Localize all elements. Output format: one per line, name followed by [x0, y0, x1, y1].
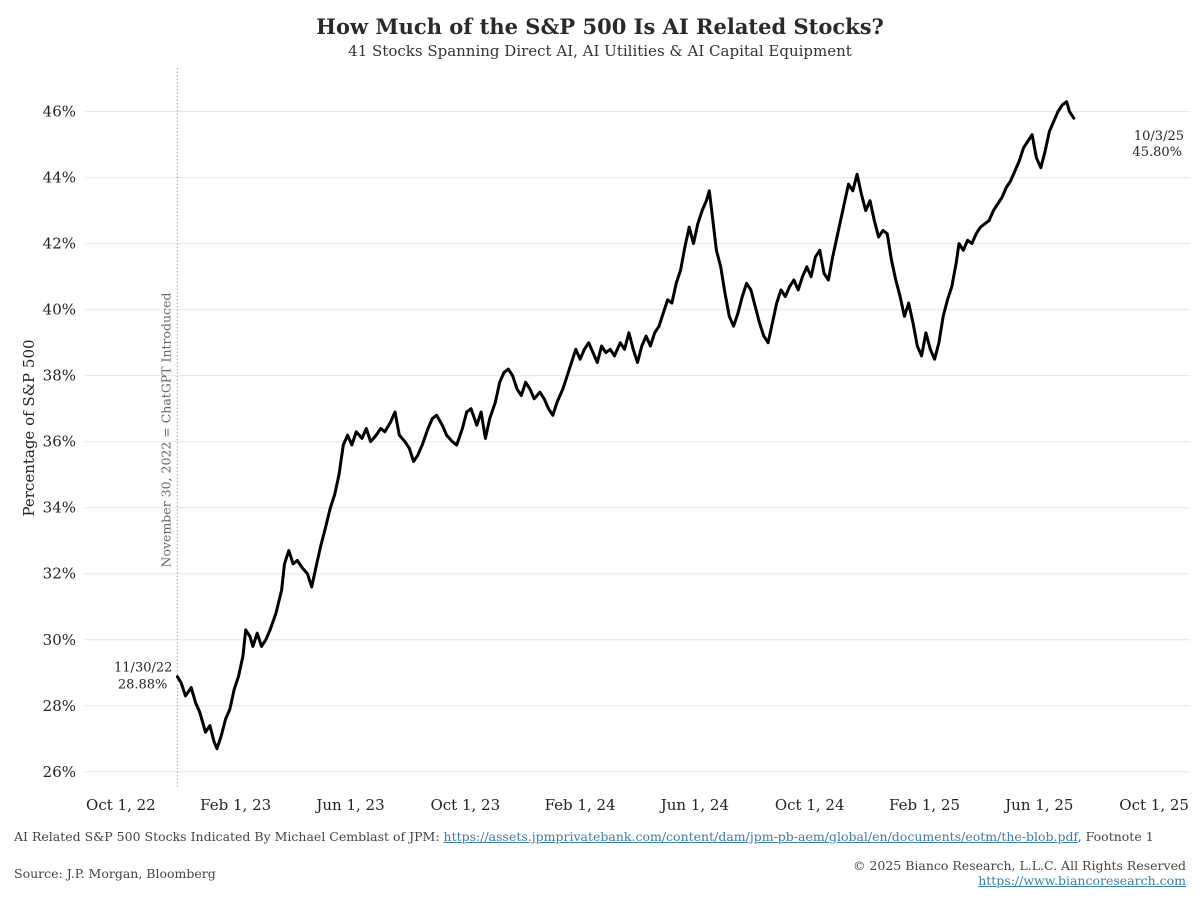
y-tick-label: 28%	[43, 697, 76, 715]
x-tick-label: Jun 1, 23	[314, 796, 384, 814]
footnote: AI Related S&P 500 Stocks Indicated By M…	[14, 829, 1154, 844]
series-line	[175, 100, 1076, 751]
y-tick-label: 44%	[43, 169, 76, 187]
y-tick-label: 26%	[43, 763, 76, 781]
y-tick-label: 30%	[43, 631, 76, 649]
y-tick-label: 34%	[43, 499, 76, 517]
y-tick-label: 42%	[43, 235, 76, 253]
copyright: © 2025 Bianco Research, L.L.C. All Right…	[852, 858, 1186, 873]
x-tick-label: Oct 1, 23	[430, 796, 500, 814]
x-tick-label: Jun 1, 24	[659, 796, 729, 814]
y-tick-label: 38%	[43, 367, 76, 385]
y-tick-labels: 26% 28% 30% 32% 34% 36% 38% 40% 42% 44% 46%	[43, 103, 76, 781]
series-group	[175, 100, 1076, 751]
y-tick-label: 40%	[43, 301, 76, 319]
y-tick-label: 46%	[43, 103, 76, 121]
x-tick-label: Oct 1, 24	[775, 796, 845, 814]
end-date-label: 10/3/25	[1134, 129, 1184, 144]
footnote-link[interactable]: https://assets.jpmprivatebank.com/conten…	[443, 829, 1078, 844]
x-tick-label: Oct 1, 25	[1119, 796, 1189, 814]
chart-subtitle: 41 Stocks Spanning Direct AI, AI Utiliti…	[348, 42, 852, 60]
copyright-block: © 2025 Bianco Research, L.L.C. All Right…	[853, 858, 1186, 888]
x-tick-label: Feb 1, 25	[889, 796, 960, 814]
y-tick-label: 32%	[43, 565, 76, 583]
x-tick-label: Jun 1, 25	[1003, 796, 1073, 814]
chart-title: How Much of the S&P 500 Is AI Related St…	[316, 14, 884, 39]
gridlines	[85, 111, 1190, 773]
x-tick-label: Feb 1, 24	[545, 796, 616, 814]
start-date-label: 11/30/22	[114, 661, 172, 676]
y-tick-label: 36%	[43, 433, 76, 451]
start-value-label: 28.88%	[118, 678, 168, 693]
source-note: Source: J.P. Morgan, Bloomberg	[14, 866, 216, 881]
footnote-suffix: , Footnote 1	[1077, 829, 1154, 844]
chatgpt-marker: November 30, 2022 = ChatGPT Introduced	[158, 68, 178, 788]
footnote-prefix: AI Related S&P 500 Stocks Indicated By M…	[14, 829, 440, 844]
website-link[interactable]: https://www.biancoresearch.com	[978, 873, 1186, 888]
end-value-label: 45.80%	[1132, 145, 1182, 160]
x-tick-label: Feb 1, 23	[200, 796, 271, 814]
x-tick-labels: Oct 1, 22 Feb 1, 23 Jun 1, 23 Oct 1, 23 Feb …	[86, 796, 1189, 814]
x-tick-label: Oct 1, 22	[86, 796, 156, 814]
chatgpt-vline-label: November 30, 2022 = ChatGPT Introduced	[158, 293, 173, 568]
